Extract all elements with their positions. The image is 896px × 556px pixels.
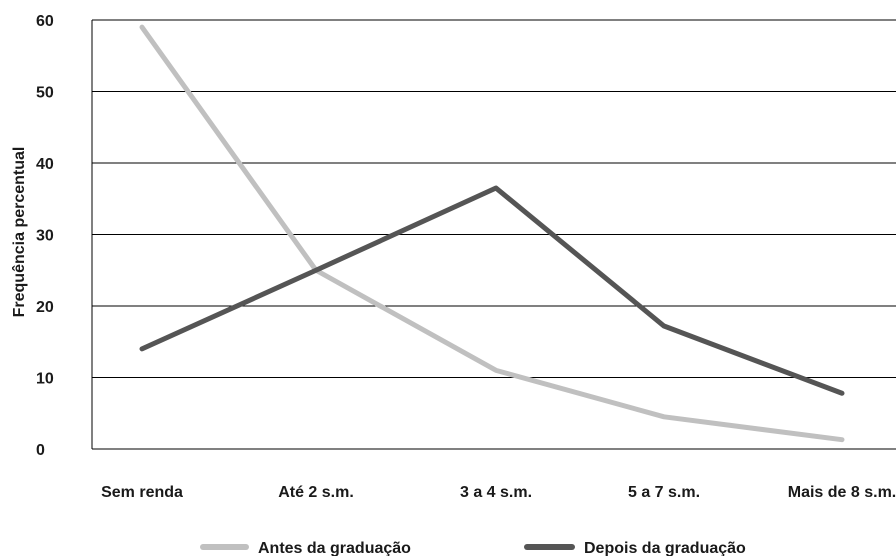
x-tick-label: Sem renda [101, 484, 183, 501]
legend-label: Antes da graduação [258, 540, 411, 556]
y-tick-label: 60 [36, 13, 54, 30]
x-tick-label: Até 2 s.m. [278, 484, 354, 501]
x-tick-label: 5 a 7 s.m. [628, 484, 700, 501]
y-tick-label: 40 [36, 156, 54, 173]
x-tick-label: Mais de 8 s.m. [788, 484, 896, 501]
x-tick-label: 3 a 4 s.m. [460, 484, 532, 501]
x-axis: Sem renda Até 2 s.m. 3 a 4 s.m. 5 a 7 s.m. M… [101, 484, 896, 501]
y-tick-label: 0 [36, 442, 45, 459]
legend: Antes da graduação Depois da graduação [203, 540, 746, 556]
legend-label: Depois da graduação [584, 540, 746, 556]
y-tick-label: 20 [36, 299, 54, 316]
y-tick-label: 30 [36, 228, 54, 245]
y-tick-label: 50 [36, 85, 54, 102]
y-axis: 60 50 40 30 20 10 0 [36, 13, 92, 459]
series-line-depois [142, 188, 842, 393]
y-tick-label: 10 [36, 371, 54, 388]
y-axis-label: Frequência percentual [11, 147, 28, 318]
gridlines [92, 20, 896, 449]
